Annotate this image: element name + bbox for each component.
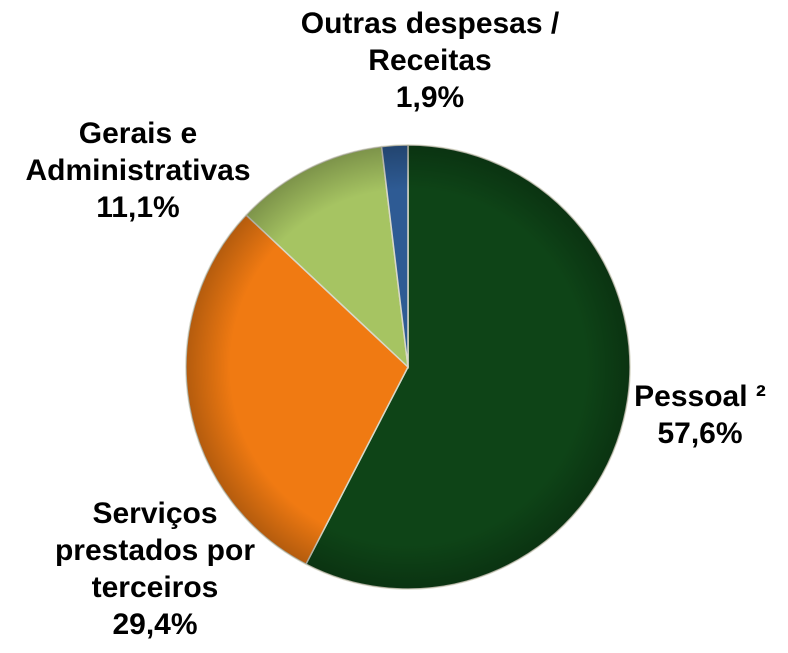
value-label: 11,1% (96, 191, 180, 224)
category-name: Pessoal ² (634, 380, 766, 413)
category-name: Outras despesas / Receitas (300, 7, 560, 77)
slice-label: Gerais e Administrativas 11,1% (0, 115, 276, 226)
value-label: 29,4% (112, 608, 198, 641)
category-name: Serviços prestados por terceiros (54, 497, 256, 604)
category-name: Gerais e Administrativas (25, 117, 251, 187)
slice-label: Serviços prestados por terceiros 29,4% (30, 495, 280, 643)
slice-label: Outras despesas / Receitas 1,9% (270, 5, 590, 116)
value-label: 57,6% (657, 417, 743, 450)
value-label: 1,9% (395, 81, 465, 114)
slice-label: Pessoal ² 57,6% (590, 378, 788, 452)
